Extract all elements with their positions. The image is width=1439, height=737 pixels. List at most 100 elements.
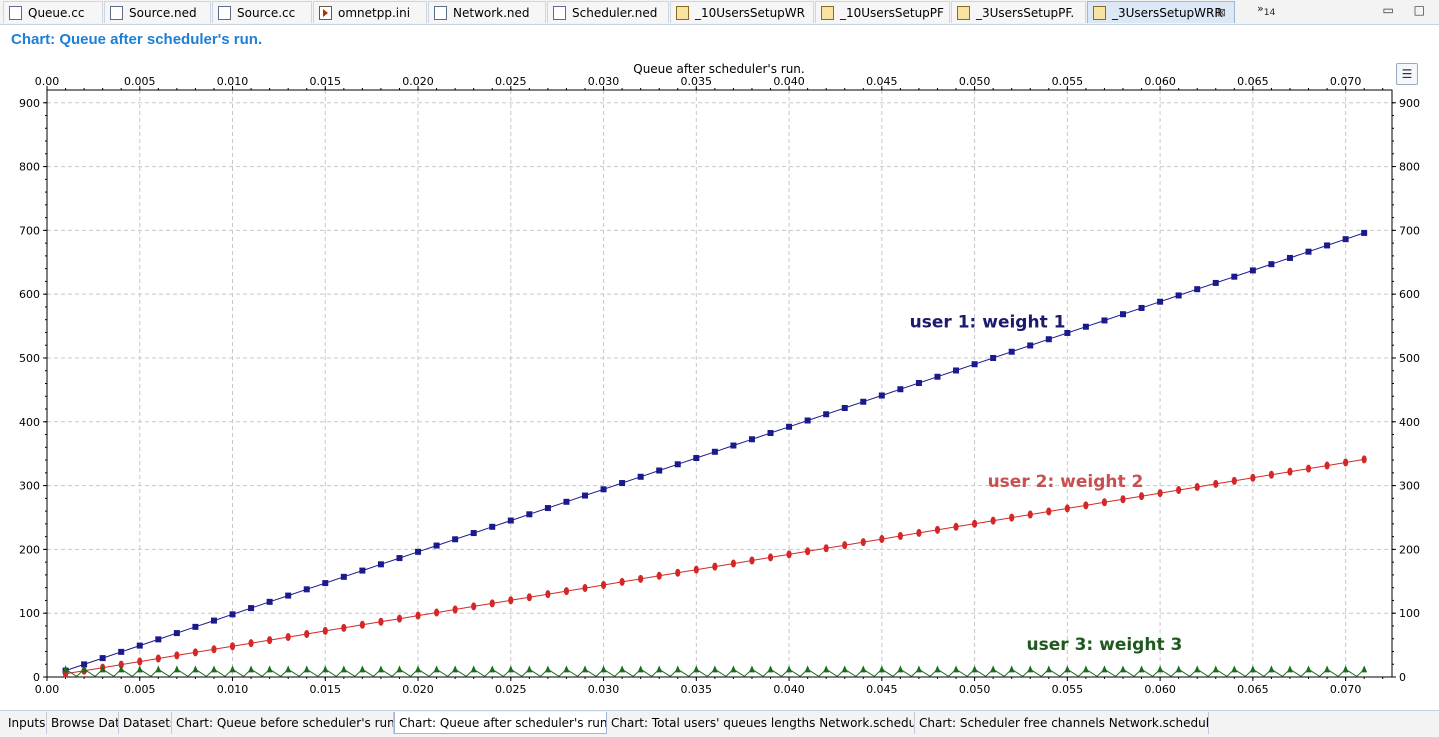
data-point-user1	[730, 442, 737, 449]
line-chart: 0.00 0.00 0.005 0.005 0.010 0.010 0.015 0.015 0.…	[19, 62, 1420, 696]
data-point-user1	[711, 448, 718, 455]
data-point-user2	[1027, 510, 1033, 519]
tab-chart-total-queues[interactable]: Chart: Total users' queues lengths Netwo…	[607, 712, 915, 734]
data-point-user2	[1101, 498, 1108, 507]
series-annotation: user 3: weight 3	[1027, 635, 1183, 655]
data-point-user2	[248, 639, 254, 648]
tab-scheduler-ned[interactable]: Scheduler.ned	[547, 1, 669, 23]
y-tick-label-left: 900	[19, 97, 40, 110]
tab-label: Chart: Total users' queues lengths Netwo…	[611, 716, 915, 730]
data-point-user3	[1324, 665, 1331, 673]
data-point-user3	[1064, 665, 1071, 673]
tab-chart-queue-before[interactable]: Chart: Queue before scheduler's run.	[172, 712, 394, 734]
y-tick-label-left: 500	[19, 352, 40, 365]
data-point-user1	[841, 405, 848, 412]
tab-3users-setup-wrr[interactable]: _3UsersSetupWRR ⊠	[1087, 1, 1235, 23]
x-tick-label-bottom: 0.055	[1052, 683, 1084, 696]
x-tick-label-top: 0.00	[35, 75, 60, 88]
x-tick-label-top: 0.025	[495, 75, 527, 88]
data-point-user3	[915, 665, 922, 673]
data-point-user3	[452, 665, 459, 673]
data-point-user2	[619, 577, 625, 586]
data-point-user3	[322, 665, 329, 673]
tab-label: omnetpp.ini	[338, 6, 411, 20]
tab-label: Source.cc	[237, 6, 296, 20]
x-tick-label-bottom: 0.045	[866, 683, 898, 696]
data-point-user1	[1194, 286, 1201, 293]
y-tick-label-left: 400	[19, 416, 40, 429]
data-point-user1	[1138, 304, 1145, 311]
tab-queue-cc[interactable]: Queue.cc	[3, 1, 103, 23]
tab-label: Network.ned	[453, 6, 530, 20]
tab-network-ned[interactable]: Network.ned	[428, 1, 546, 23]
analysis-file-icon	[676, 6, 689, 20]
tab-3users-setup-pf[interactable]: _3UsersSetupPF.	[951, 1, 1086, 23]
x-tick-label-top: 0.040	[773, 75, 805, 88]
data-point-user3	[674, 665, 681, 673]
data-point-user1	[303, 586, 310, 593]
data-point-user3	[1045, 665, 1052, 673]
data-point-user1	[1342, 236, 1349, 243]
x-tick-label-bottom: 0.005	[124, 683, 156, 696]
data-point-user1	[136, 642, 143, 649]
tab-source-ned[interactable]: Source.ned	[104, 1, 211, 23]
x-tick-label-bottom: 0.030	[588, 683, 620, 696]
x-tick-label-top: 0.030	[588, 75, 620, 88]
data-point-user3	[99, 665, 106, 673]
data-point-user3	[340, 665, 347, 673]
data-point-user1	[377, 561, 384, 568]
tab-omnetpp-ini[interactable]: omnetpp.ini	[313, 1, 427, 23]
x-tick-label-bottom: 0.040	[773, 683, 805, 696]
data-point-user1	[544, 505, 551, 512]
tab-chart-free-channels[interactable]: Chart: Scheduler free channels Network.s…	[915, 712, 1209, 734]
y-tick-label-right: 800	[1399, 161, 1420, 174]
data-point-user3	[396, 665, 403, 673]
tab-chart-queue-after[interactable]: Chart: Queue after scheduler's run.⊠	[394, 712, 607, 734]
data-point-user2	[600, 580, 607, 589]
data-point-user2	[471, 602, 477, 611]
data-point-user2	[285, 633, 291, 642]
data-point-user2	[582, 584, 588, 593]
maximize-icon[interactable]: □	[1413, 3, 1425, 17]
ned-file-icon	[553, 6, 566, 20]
data-point-user1	[155, 636, 162, 643]
data-point-user3	[1286, 665, 1293, 673]
data-point-user2	[805, 547, 811, 556]
legend-toggle-button[interactable]: ☰	[1396, 63, 1418, 85]
chevron-double-right-icon: »	[1257, 2, 1264, 15]
data-point-user2	[322, 626, 328, 635]
data-point-user3	[897, 665, 904, 673]
data-point-user2	[1120, 495, 1126, 504]
data-point-user1	[748, 436, 755, 443]
tab-datasets[interactable]: Datasets	[119, 712, 172, 734]
tab-10users-setup-wr[interactable]: _10UsersSetupWR	[670, 1, 814, 23]
data-point-user1	[600, 486, 607, 493]
data-point-user3	[1361, 665, 1368, 673]
tab-label: Scheduler.ned	[572, 6, 658, 20]
data-point-user1	[1045, 336, 1052, 343]
data-point-user2	[1343, 458, 1349, 467]
data-point-user1	[656, 467, 663, 474]
data-point-user1	[1286, 254, 1293, 261]
data-point-user3	[266, 665, 273, 673]
data-point-user3	[1342, 665, 1349, 673]
data-point-user3	[971, 665, 978, 673]
tab-inputs[interactable]: Inputs	[4, 712, 47, 734]
tab-source-cc[interactable]: Source.cc	[212, 1, 312, 23]
close-icon[interactable]: ⊠	[1216, 6, 1226, 19]
data-point-user1	[359, 567, 366, 574]
data-point-user2	[1138, 492, 1145, 501]
x-tick-label-top: 0.005	[124, 75, 156, 88]
minimize-icon[interactable]: ▭	[1382, 3, 1394, 17]
data-point-user2	[563, 587, 570, 596]
data-point-user2	[786, 550, 792, 559]
tab-browse-data[interactable]: Browse Data	[47, 712, 119, 734]
tab-10users-setup-pf[interactable]: _10UsersSetupPF	[815, 1, 950, 23]
data-point-user2	[192, 648, 199, 657]
list-icon: ☰	[1401, 67, 1413, 81]
tab-overflow-button[interactable]: »14	[1257, 2, 1275, 18]
data-point-user1	[1231, 273, 1238, 280]
data-point-user3	[878, 665, 885, 673]
data-point-user3	[693, 665, 700, 673]
data-point-user1	[285, 592, 292, 599]
